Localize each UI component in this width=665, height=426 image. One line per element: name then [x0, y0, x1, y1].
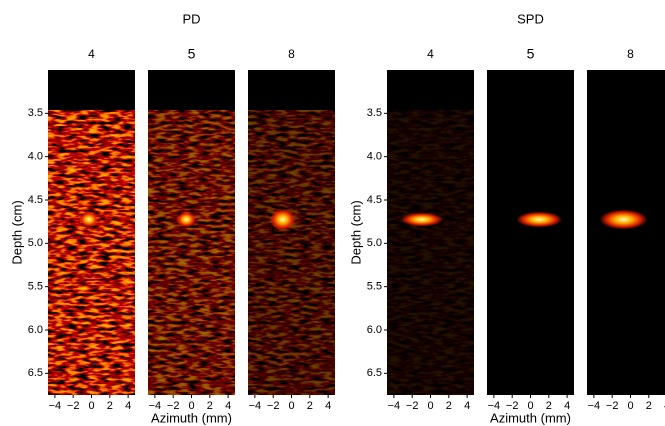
x-tick-label: −2: [67, 400, 80, 412]
x-tick-label: −4: [588, 400, 601, 412]
panel-title: 4: [427, 47, 434, 61]
panel-title: 5: [188, 46, 196, 62]
speckle: [387, 110, 474, 395]
target-blob: [400, 212, 443, 227]
x-tick-label: −4: [249, 400, 262, 412]
x-tick-label: 0: [88, 400, 94, 412]
x-tick-label: 0: [527, 400, 533, 412]
y-axis-label: Depth (cm): [348, 200, 363, 264]
panel-title: 8: [288, 47, 295, 61]
group-title: SPD: [517, 11, 544, 26]
target-blob: [516, 211, 563, 228]
x-tick-label: 2: [207, 400, 213, 412]
y-tick-label: 4.5: [367, 194, 382, 206]
y-tick-label: 5.5: [367, 281, 382, 293]
x-tick-label: 0: [288, 400, 294, 412]
y-tick-label: 6.0: [28, 324, 43, 336]
x-tick-label: 4: [325, 400, 331, 412]
x-axis-label: Azimuth (mm): [151, 410, 232, 425]
x-tick-label: −2: [506, 400, 519, 412]
y-axis-label: Depth (cm): [9, 200, 24, 264]
x-tick-label: 4: [564, 400, 570, 412]
target-blob: [269, 208, 296, 231]
x-tick-label: 4: [125, 400, 131, 412]
x-tick-label: 2: [307, 400, 313, 412]
speckle: [48, 110, 135, 395]
y-tick-label: 6.5: [367, 367, 382, 379]
x-tick-label: −2: [406, 400, 419, 412]
x-tick-label: 2: [446, 400, 452, 412]
speckle: [148, 110, 235, 395]
x-tick-label: −2: [606, 400, 619, 412]
speckle: [248, 110, 335, 395]
target-blob: [78, 211, 99, 228]
panel-title: 8: [627, 47, 634, 61]
panel-title: 4: [88, 47, 95, 61]
x-tick-label: 0: [188, 400, 194, 412]
x-tick-label: 0: [627, 400, 633, 412]
target-blob: [176, 211, 197, 228]
y-tick-label: 4.0: [28, 151, 43, 163]
x-tick-label: −4: [388, 400, 401, 412]
x-tick-label: −2: [267, 400, 280, 412]
x-tick-label: −4: [488, 400, 501, 412]
y-tick-label: 5.0: [28, 237, 43, 249]
x-tick-label: 2: [546, 400, 552, 412]
x-axis-label: Azimuth (mm): [490, 410, 571, 425]
x-tick-label: 4: [464, 400, 470, 412]
y-tick-label: 5.5: [28, 281, 43, 293]
x-tick-label: −4: [149, 400, 162, 412]
y-tick-label: 6.0: [367, 324, 382, 336]
x-tick-label: 2: [107, 400, 113, 412]
target-blob: [599, 209, 648, 230]
group-title: PD: [182, 11, 200, 26]
x-tick-label: 4: [225, 400, 231, 412]
y-tick-label: 5.0: [367, 237, 382, 249]
image-panel: [487, 70, 574, 395]
x-tick-label: −2: [167, 400, 180, 412]
x-tick-label: 0: [427, 400, 433, 412]
y-tick-label: 4.0: [367, 151, 382, 163]
image-panel: [587, 70, 665, 395]
y-tick-label: 4.5: [28, 194, 43, 206]
x-tick-label: −4: [49, 400, 62, 412]
x-tick-label: 2: [646, 400, 652, 412]
y-tick-label: 3.5: [367, 107, 382, 119]
y-tick-label: 3.5: [28, 107, 43, 119]
panel-title: 5: [527, 46, 535, 62]
y-tick-label: 6.5: [28, 367, 43, 379]
